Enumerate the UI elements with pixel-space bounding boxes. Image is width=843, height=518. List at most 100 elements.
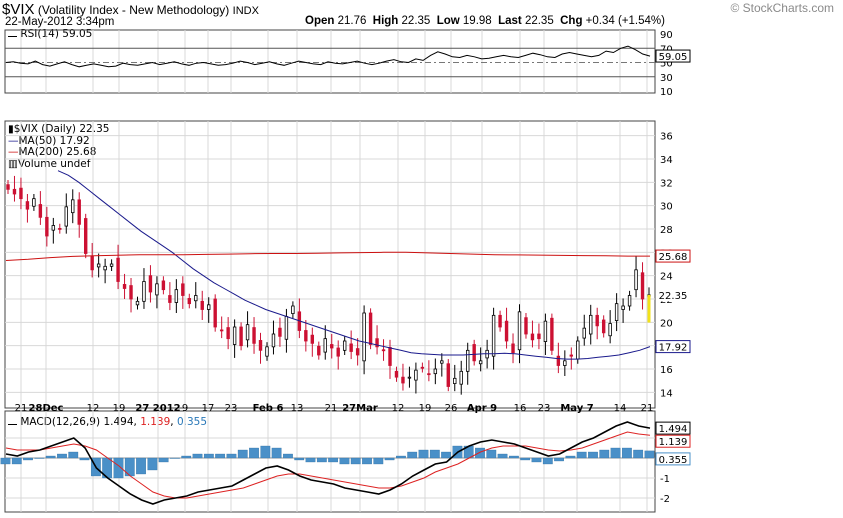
hist-last-badge-box	[655, 452, 691, 466]
candle-body	[109, 263, 114, 267]
macd-hist-bar	[237, 449, 248, 459]
hist-last-badge: 0.355	[659, 455, 688, 466]
price-tick-label: 36	[660, 132, 673, 143]
x-tick-label: 19	[113, 403, 126, 414]
candle-body	[556, 355, 561, 366]
candle-body	[491, 314, 496, 357]
macd-hist-bar	[429, 449, 440, 459]
candle-body	[414, 369, 418, 381]
candle-body	[194, 295, 198, 302]
macd-hist-bar	[158, 457, 169, 463]
candle-body	[284, 316, 289, 340]
macd-hist-bar	[554, 457, 564, 462]
high-label: High	[372, 15, 399, 27]
macd-hist-bar	[576, 451, 587, 459]
candle-body	[530, 333, 535, 341]
macd-hist-bar	[0, 457, 11, 465]
price-tick-label: 34	[660, 155, 673, 166]
exchange: INDX	[232, 5, 259, 17]
macd-hist-bar	[542, 457, 553, 465]
ma200-label: MA(200) 25.68	[18, 146, 97, 158]
signal-last-badge-box	[655, 434, 691, 448]
x-tick-label: May 7	[560, 403, 593, 414]
candle-body	[511, 343, 515, 354]
rsi-line	[5, 45, 651, 68]
candle-body	[504, 320, 509, 342]
rsi-label: RSI(14) 59.05	[20, 28, 93, 40]
candle-body	[213, 298, 217, 328]
macd-hist-bar	[328, 457, 339, 463]
macd-hist-bar	[633, 449, 644, 459]
macd-hist-bar	[588, 451, 598, 459]
candle-body	[440, 360, 444, 364]
macd-hist-bar	[192, 453, 203, 459]
rsi-last-badge: 59.05	[659, 52, 688, 63]
candle-body	[19, 187, 23, 200]
candle-body	[90, 256, 94, 271]
candle-body	[576, 340, 580, 360]
macd-hist-bar	[441, 451, 451, 459]
candle-body	[608, 323, 612, 337]
candle-body	[71, 199, 75, 214]
timestamp: 22-May-2012 3:34pm	[5, 16, 115, 28]
macd-hist-bar	[34, 457, 45, 459]
candle-body	[278, 327, 282, 337]
candle-body	[25, 201, 30, 210]
candle-body	[634, 269, 638, 291]
candle-body	[291, 305, 295, 314]
chg-value: +0.34 (+1.54%)	[585, 15, 665, 27]
candle-body	[614, 303, 619, 321]
candle-body	[355, 348, 360, 356]
x-tick-label: 27Mar	[342, 403, 378, 414]
price-tick-label: 32	[660, 178, 673, 189]
macd-hist-bar	[11, 457, 22, 465]
candle-body	[336, 347, 340, 357]
macd-hist-bar	[531, 457, 542, 463]
price-tick-label: 28	[660, 225, 673, 236]
candle-body	[271, 333, 276, 348]
macd-signal-line	[5, 431, 651, 499]
candle-body	[330, 344, 334, 349]
price-last-badge-box	[655, 288, 691, 302]
candle-body	[142, 281, 146, 302]
macd-last-badge: 1.494	[659, 424, 688, 435]
price-tick-label: 30	[660, 202, 673, 213]
x-tick-label: 9	[182, 403, 188, 414]
candle-body	[252, 327, 256, 344]
candle-body	[595, 314, 599, 327]
macd-line	[5, 421, 651, 505]
candle-body	[640, 272, 645, 300]
macd-hist-bar	[384, 457, 395, 461]
ma50-legend-row: —MA(50) 17.92	[8, 134, 109, 148]
macd-value-label: 1.494	[103, 416, 134, 428]
candle-body	[96, 263, 101, 268]
ma200-last-badge: 25.68	[659, 252, 688, 263]
candle-body	[265, 346, 269, 357]
macd-name: MACD(12,26,9)	[20, 416, 101, 428]
low-value: 19.98	[462, 15, 492, 27]
volume-label: Volume undef	[17, 157, 91, 170]
macd-hist-bar	[418, 449, 429, 459]
candle-body	[472, 344, 476, 362]
price-tick-label: 24	[660, 272, 673, 283]
price-legend: ▮$VIX (Daily) 22.35 —MA(50) 17.92 —MA(20…	[8, 123, 109, 170]
macd-hist-bar	[283, 453, 293, 459]
candle-body	[168, 295, 172, 303]
macd-hist-bar	[147, 457, 158, 471]
macd-signal-label: 1.139	[140, 416, 171, 428]
watermark: © StockCharts.com	[730, 1, 834, 15]
high-value: 22.35	[401, 15, 431, 27]
x-tick-label: 23	[225, 403, 238, 414]
chart-header: $VIX (Volatility Index - New Methodology…	[2, 1, 838, 18]
macd-hist-bar	[23, 457, 33, 461]
price-legend-row: ▮$VIX (Daily) 22.35	[8, 123, 109, 136]
ma50-swatch-icon: —	[8, 134, 19, 147]
ma200-swatch-icon: —	[8, 146, 19, 158]
symbol: $VIX	[2, 1, 35, 18]
open-value: 21.76	[337, 15, 367, 27]
candle-body	[466, 349, 470, 372]
candle-body	[304, 330, 308, 342]
candle-body	[453, 377, 457, 384]
